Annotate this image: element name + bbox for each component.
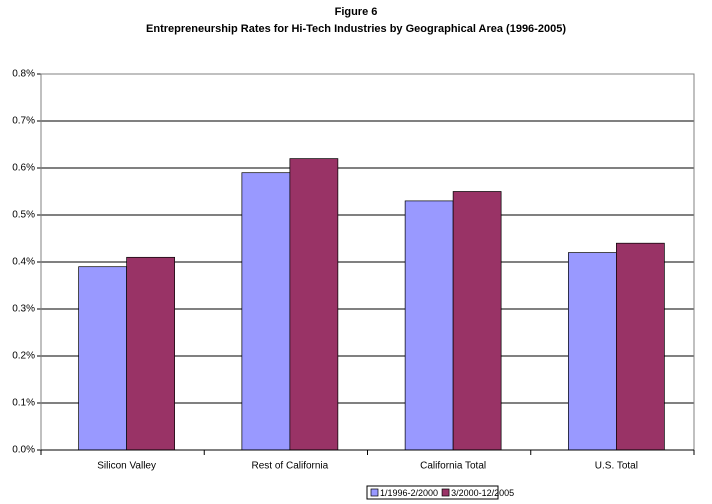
y-tick-label: 0.2% — [12, 351, 35, 362]
bar — [404, 200, 454, 451]
x-tick-label: California Total — [420, 461, 486, 472]
y-tick-label: 0.7% — [12, 116, 35, 127]
legend-label: 1/1996-2/2000 — [380, 488, 438, 498]
y-tick-label: 0.8% — [12, 69, 35, 80]
x-tick-label: U.S. Total — [595, 461, 638, 472]
bar — [616, 242, 665, 451]
bar — [289, 158, 339, 451]
bar — [78, 266, 127, 451]
y-tick-label: 0.5% — [12, 210, 35, 221]
legend-label: 3/2000-12/2005 — [451, 488, 514, 498]
legend-swatch — [441, 488, 450, 497]
y-tick-label: 0.4% — [12, 257, 35, 268]
bar — [126, 256, 175, 451]
x-tick-label: Silicon Valley — [97, 461, 156, 472]
chart-title: Figure 6 — [335, 6, 378, 18]
bar — [568, 252, 617, 451]
y-tick-label: 0.1% — [12, 398, 35, 409]
chart-subtitle: Entrepreneurship Rates for Hi-Tech Indus… — [146, 23, 566, 35]
bar — [241, 172, 291, 451]
x-tick-label: Rest of California — [252, 461, 329, 472]
y-tick-label: 0.3% — [12, 304, 35, 315]
legend-swatch — [370, 488, 379, 497]
y-tick-label: 0.0% — [12, 445, 35, 456]
y-tick-label: 0.6% — [12, 163, 35, 174]
bar — [452, 191, 502, 451]
legend-box — [366, 485, 499, 500]
